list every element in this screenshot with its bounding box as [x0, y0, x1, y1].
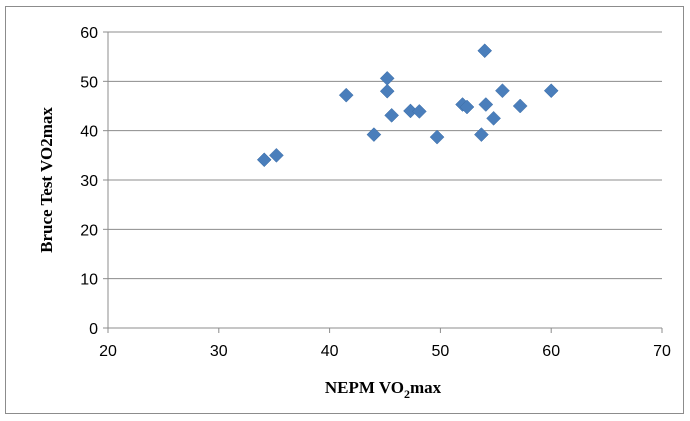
data-point-19 [543, 83, 559, 99]
data-point-12 [459, 99, 475, 115]
y-axis-title: Bruce Test VO2max [37, 107, 56, 253]
data-point-4 [366, 127, 382, 142]
y-tick-label-40: 40 [80, 124, 98, 141]
data-points [256, 43, 559, 168]
data-point-1 [256, 152, 272, 168]
x-tick-label-70: 70 [653, 343, 671, 360]
x-axis-title: NEPM VO2max [325, 378, 442, 401]
data-point-5 [379, 71, 395, 86]
y-tick-label-0: 0 [89, 321, 98, 338]
x-tick-label-20: 20 [99, 343, 117, 360]
x-tick-label-50: 50 [432, 343, 450, 360]
y-tick-label-20: 20 [80, 222, 98, 239]
y-tick-label-60: 60 [80, 25, 98, 42]
data-point-10 [429, 129, 445, 145]
data-point-2 [269, 147, 284, 163]
x-tick-label-40: 40 [321, 343, 339, 360]
y-tick-label-30: 30 [80, 173, 98, 190]
data-point-17 [495, 83, 510, 99]
chart-frame [5, 6, 684, 414]
data-point-6 [379, 83, 395, 99]
data-point-9 [411, 104, 427, 119]
data-point-3 [338, 87, 354, 103]
data-point-14 [477, 43, 493, 59]
data-point-18 [512, 98, 528, 114]
tick-labels: 0 10 20 30 40 50 60 20 30 40 50 60 70 [80, 25, 671, 360]
gridlines [108, 31, 662, 280]
x-axis-title-main: NEPM VO [325, 378, 404, 397]
y-tick-label-50: 50 [80, 74, 98, 91]
x-tick-label-60: 60 [542, 343, 560, 360]
y-tick-label-10: 10 [80, 272, 98, 289]
axes [103, 31, 663, 333]
data-point-16 [486, 110, 501, 126]
x-tick-label-30: 30 [210, 343, 228, 360]
data-point-7 [384, 108, 400, 123]
data-point-15 [478, 97, 494, 112]
x-axis-title-subscript: 2 [404, 387, 410, 401]
data-point-13 [474, 127, 489, 142]
x-axis-title-suffix: max [410, 378, 442, 397]
